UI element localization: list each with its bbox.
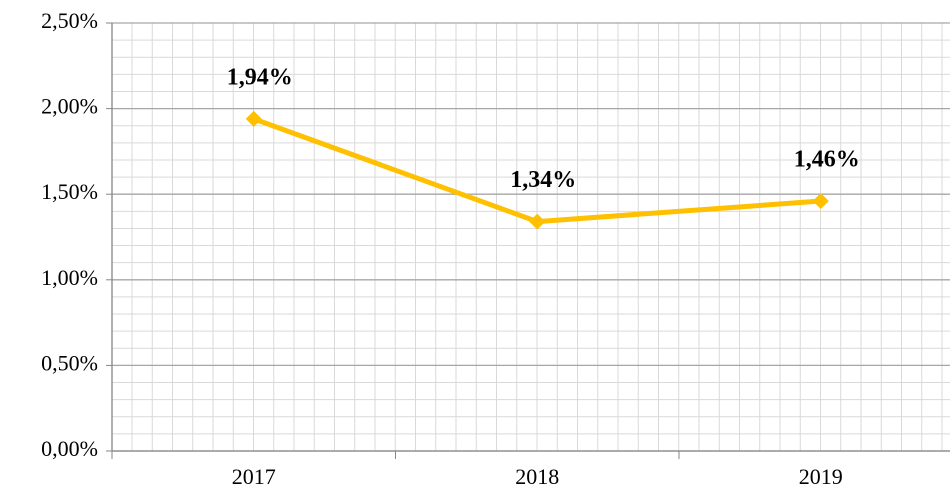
y-tick-label: 0,50%	[41, 350, 98, 375]
marker	[245, 110, 262, 127]
y-tick-label: 2,00%	[41, 94, 98, 119]
y-tick-label: 2,50%	[41, 8, 98, 33]
marker	[812, 193, 829, 210]
x-tick-label: 2019	[799, 464, 843, 489]
marker	[529, 213, 546, 230]
y-tick-label: 1,50%	[41, 179, 98, 204]
y-tick-label: 0,00%	[41, 436, 98, 461]
y-tick-label: 1,00%	[41, 265, 98, 290]
x-tick-label: 2017	[232, 464, 276, 489]
data-label: 1,34%	[510, 167, 576, 193]
data-label: 1,94%	[227, 64, 293, 90]
x-tick-label: 2018	[515, 464, 559, 489]
data-label: 1,46%	[794, 147, 860, 173]
